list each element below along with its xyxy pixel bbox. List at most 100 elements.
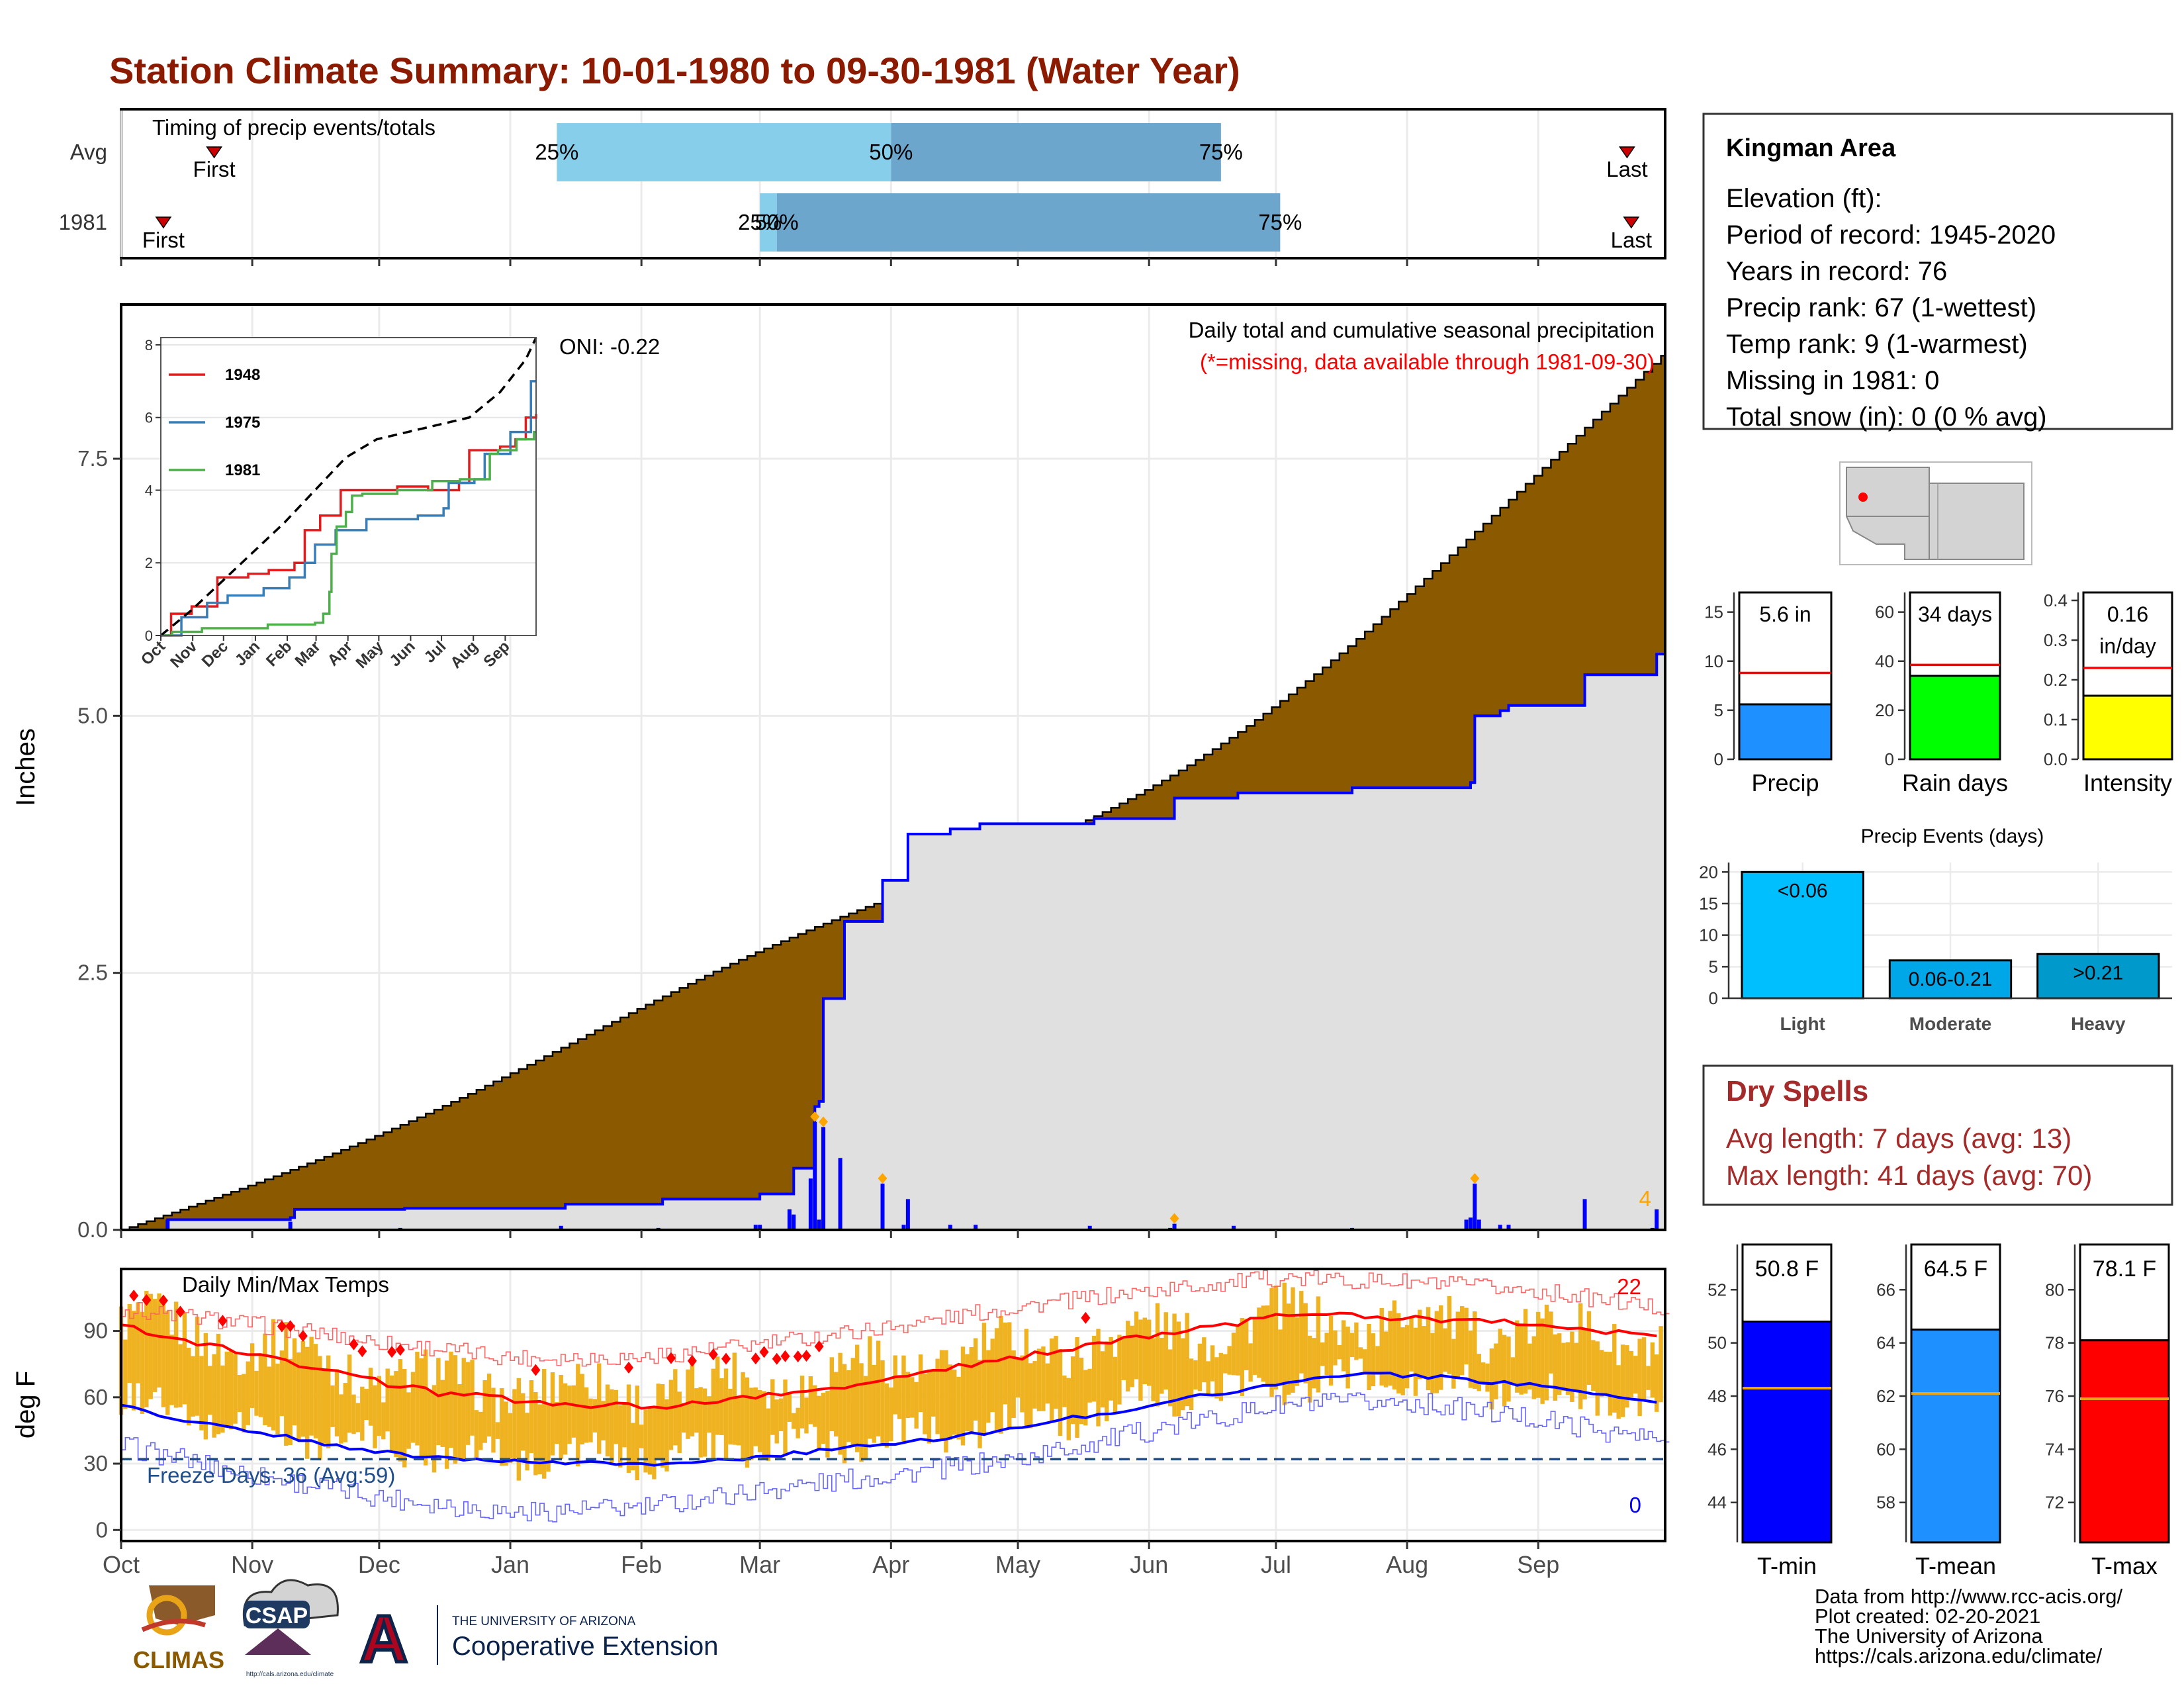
temp-summary-value-label: 50.8 F (1755, 1256, 1819, 1282)
record-high-marker (349, 1338, 359, 1350)
daily-temp-bar (1591, 1340, 1596, 1391)
daily-temp-bar (1248, 1343, 1253, 1382)
daily-temp-bar (910, 1377, 915, 1418)
daily-temp-bar (410, 1372, 416, 1443)
daily-temp-bar (1058, 1349, 1063, 1436)
daily-temp-bar (952, 1369, 957, 1435)
temp-xtick-label: Nov (231, 1551, 273, 1578)
daily-temp-bar (123, 1339, 128, 1409)
summary-value-unit: in/day (2099, 634, 2156, 658)
summary-intensity-ytick-label: 0.3 (2044, 630, 2068, 650)
credit-data: Data from http://www.rcc-acis.org/ (1815, 1585, 2123, 1608)
daily-precip-bar (165, 1219, 170, 1230)
inset-ytick-label: 8 (145, 337, 153, 353)
daily-temp-bar (1375, 1346, 1380, 1372)
daily-temp-bar (258, 1354, 263, 1417)
temp-summary-t-max-ytick-label: 80 (2045, 1280, 2064, 1299)
daily-temp-bar (228, 1349, 234, 1430)
daily-temp-bar (766, 1408, 771, 1461)
daily-temp-bar (1557, 1333, 1562, 1395)
inset-ytick-label: 4 (145, 482, 153, 498)
daily-temp-bar (525, 1413, 529, 1471)
daily-temp-bar (1218, 1352, 1224, 1401)
footer-credits: Data from http://www.rcc-acis.org/ Plot … (1815, 1585, 2123, 1667)
daily-temp-bar (576, 1364, 580, 1467)
daily-temp-bar (300, 1340, 306, 1437)
daily-temp-bar (263, 1333, 267, 1425)
temp-summary-value-box (1741, 1243, 1833, 1323)
dry-spells-avg: Avg length: 7 days (avg: 13) (1726, 1123, 2071, 1154)
temp-summary-t-min-ytick-label: 50 (1707, 1333, 1727, 1353)
inset-ytick-label: 6 (145, 410, 153, 426)
daily-temp-bar (220, 1365, 225, 1433)
record-high-marker (708, 1348, 718, 1361)
record-high-marker (531, 1364, 541, 1376)
daily-precip-bar (1498, 1225, 1502, 1230)
daily-temp-bar (690, 1361, 695, 1436)
daily-temp-bar (846, 1370, 851, 1442)
record-high-marker (1081, 1311, 1091, 1324)
daily-temp-bar (195, 1316, 200, 1416)
record-high-marker (793, 1350, 803, 1363)
station-marker (1858, 492, 1868, 502)
daily-temp-bar (1312, 1338, 1316, 1389)
daily-temp-bar (931, 1370, 936, 1417)
daily-temp-bar (279, 1350, 285, 1417)
temp-xtick-label: Feb (621, 1551, 662, 1578)
csap-logo: CSAP http://cals.arizona.edu/climate (242, 1579, 339, 1678)
timing-last-marker (1623, 216, 1640, 229)
daily-temp-bar (960, 1346, 966, 1446)
temp-panel: 0 30 60 90 Oct Nov Dec Jan Feb Mar Apr May Jun Jul Aug… (11, 1268, 1670, 1578)
temp-summary-t-max-category: T-max (2091, 1552, 2158, 1579)
daily-temp-bar (1244, 1319, 1249, 1370)
daily-temp-bar (1655, 1354, 1659, 1412)
daily-temp-bar (859, 1363, 864, 1462)
daily-temp-bar (478, 1411, 483, 1450)
climas-text: CLIMAS (133, 1646, 224, 1673)
daily-temp-bar (1637, 1338, 1642, 1417)
daily-temp-bar (1100, 1351, 1105, 1408)
temp-summary-t-max-ytick-label: 74 (2045, 1439, 2064, 1459)
temp-summary-t-mean-ytick-label: 66 (1876, 1280, 1895, 1299)
daily-temp-bar (1109, 1336, 1113, 1401)
events-bar-label: 0.06-0.21 (1909, 968, 1993, 990)
daily-temp-bar (817, 1395, 821, 1451)
temp-summary-t-mean-ytick-label: 58 (1876, 1493, 1895, 1513)
daily-temp-bar (140, 1311, 145, 1414)
daily-temp-bar (1418, 1309, 1422, 1380)
daily-temp-bar (563, 1383, 568, 1455)
daily-temp-bar (1142, 1317, 1148, 1385)
daily-temp-bar (1383, 1331, 1388, 1387)
info-period: Period of record: 1945-2020 (1726, 220, 2056, 250)
daily-temp-bar (986, 1350, 991, 1423)
precip-note-2: (*=missing, data available through 1981-… (1200, 350, 1655, 374)
daily-temp-bar (284, 1322, 289, 1446)
daily-precip-bar (974, 1225, 978, 1230)
timing-first-marker (155, 216, 172, 229)
daily-temp-bar (850, 1358, 855, 1446)
daily-temp-bar (914, 1382, 919, 1429)
daily-temp-bar (470, 1360, 475, 1436)
timing-label-q50: 50% (869, 140, 913, 164)
daily-precip-bar (838, 1158, 842, 1230)
extreme-count: 4 (1639, 1186, 1651, 1211)
daily-temp-bar (799, 1376, 805, 1429)
daily-temp-bar (406, 1392, 411, 1449)
daily-temp-bar (944, 1350, 948, 1453)
daily-precip-bar (1087, 1225, 1092, 1230)
daily-temp-bar (246, 1361, 250, 1425)
daily-temp-bar (541, 1369, 547, 1479)
temp-summary-value-label: 78.1 F (2093, 1256, 2156, 1282)
daily-temp-bar (334, 1369, 340, 1436)
daily-temp-bar (224, 1351, 229, 1428)
record-high-marker (687, 1354, 697, 1367)
extreme-precip-marker (1169, 1213, 1179, 1224)
record-high-marker (158, 1294, 168, 1307)
page-title: Station Climate Summary: 10-01-1980 to 0… (109, 50, 1240, 91)
inset-line-1975 (161, 380, 536, 637)
daily-temp-bar (165, 1311, 170, 1415)
daily-temp-bar (1231, 1333, 1236, 1376)
record-high-marker (721, 1352, 731, 1365)
summary-intensity-ytick-label: 0.0 (2044, 749, 2068, 769)
ua-big-text: Cooperative Extension (452, 1632, 718, 1661)
